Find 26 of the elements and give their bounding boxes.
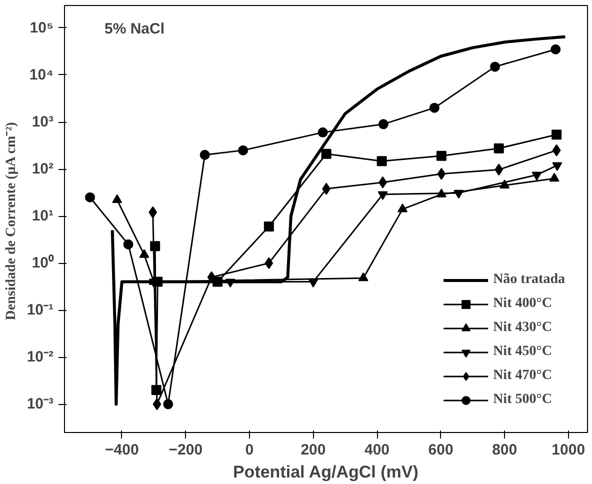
y-tick-label: 10⁴	[29, 66, 54, 84]
y-tick-label: 10¹	[32, 208, 54, 225]
y-tick-label: 10⁰	[32, 254, 54, 272]
y-tick-label: 10³	[32, 114, 54, 130]
legend-label: Nit 430°C	[493, 320, 552, 336]
legend-label: Não tratada	[493, 272, 565, 288]
x-tick-label: 1000	[552, 442, 586, 458]
legend-label: Nit 400°C	[493, 296, 552, 312]
legend-label: Nit 470°C	[493, 368, 552, 384]
y-tick-label: 10⁻¹	[26, 302, 54, 319]
annotation: 5% NaCl	[104, 20, 165, 38]
x-tick-label: −200	[168, 442, 203, 458]
legend-label: Nit 450°C	[493, 344, 552, 360]
x-axis-title: Potential Ag/AgCl (mV)	[232, 462, 418, 482]
x-tick-label: 600	[428, 442, 454, 458]
x-tick-label: −400	[105, 442, 139, 458]
y-tick-label: 10⁻³	[26, 396, 54, 413]
y-tick-label: 10⁵	[30, 19, 54, 36]
x-tick-label: 800	[492, 442, 518, 458]
x-tick-label: 400	[364, 442, 390, 458]
x-tick-label: 0	[245, 442, 254, 458]
legend-label: Nit 500°C	[493, 392, 552, 408]
y-tick-label: 10²	[32, 160, 54, 178]
y-tick-label: 10⁻²	[26, 348, 54, 366]
y-axis-title: Densidade de Corrente (µA cm⁻²)	[4, 122, 19, 320]
x-tick-label: 200	[300, 442, 326, 458]
